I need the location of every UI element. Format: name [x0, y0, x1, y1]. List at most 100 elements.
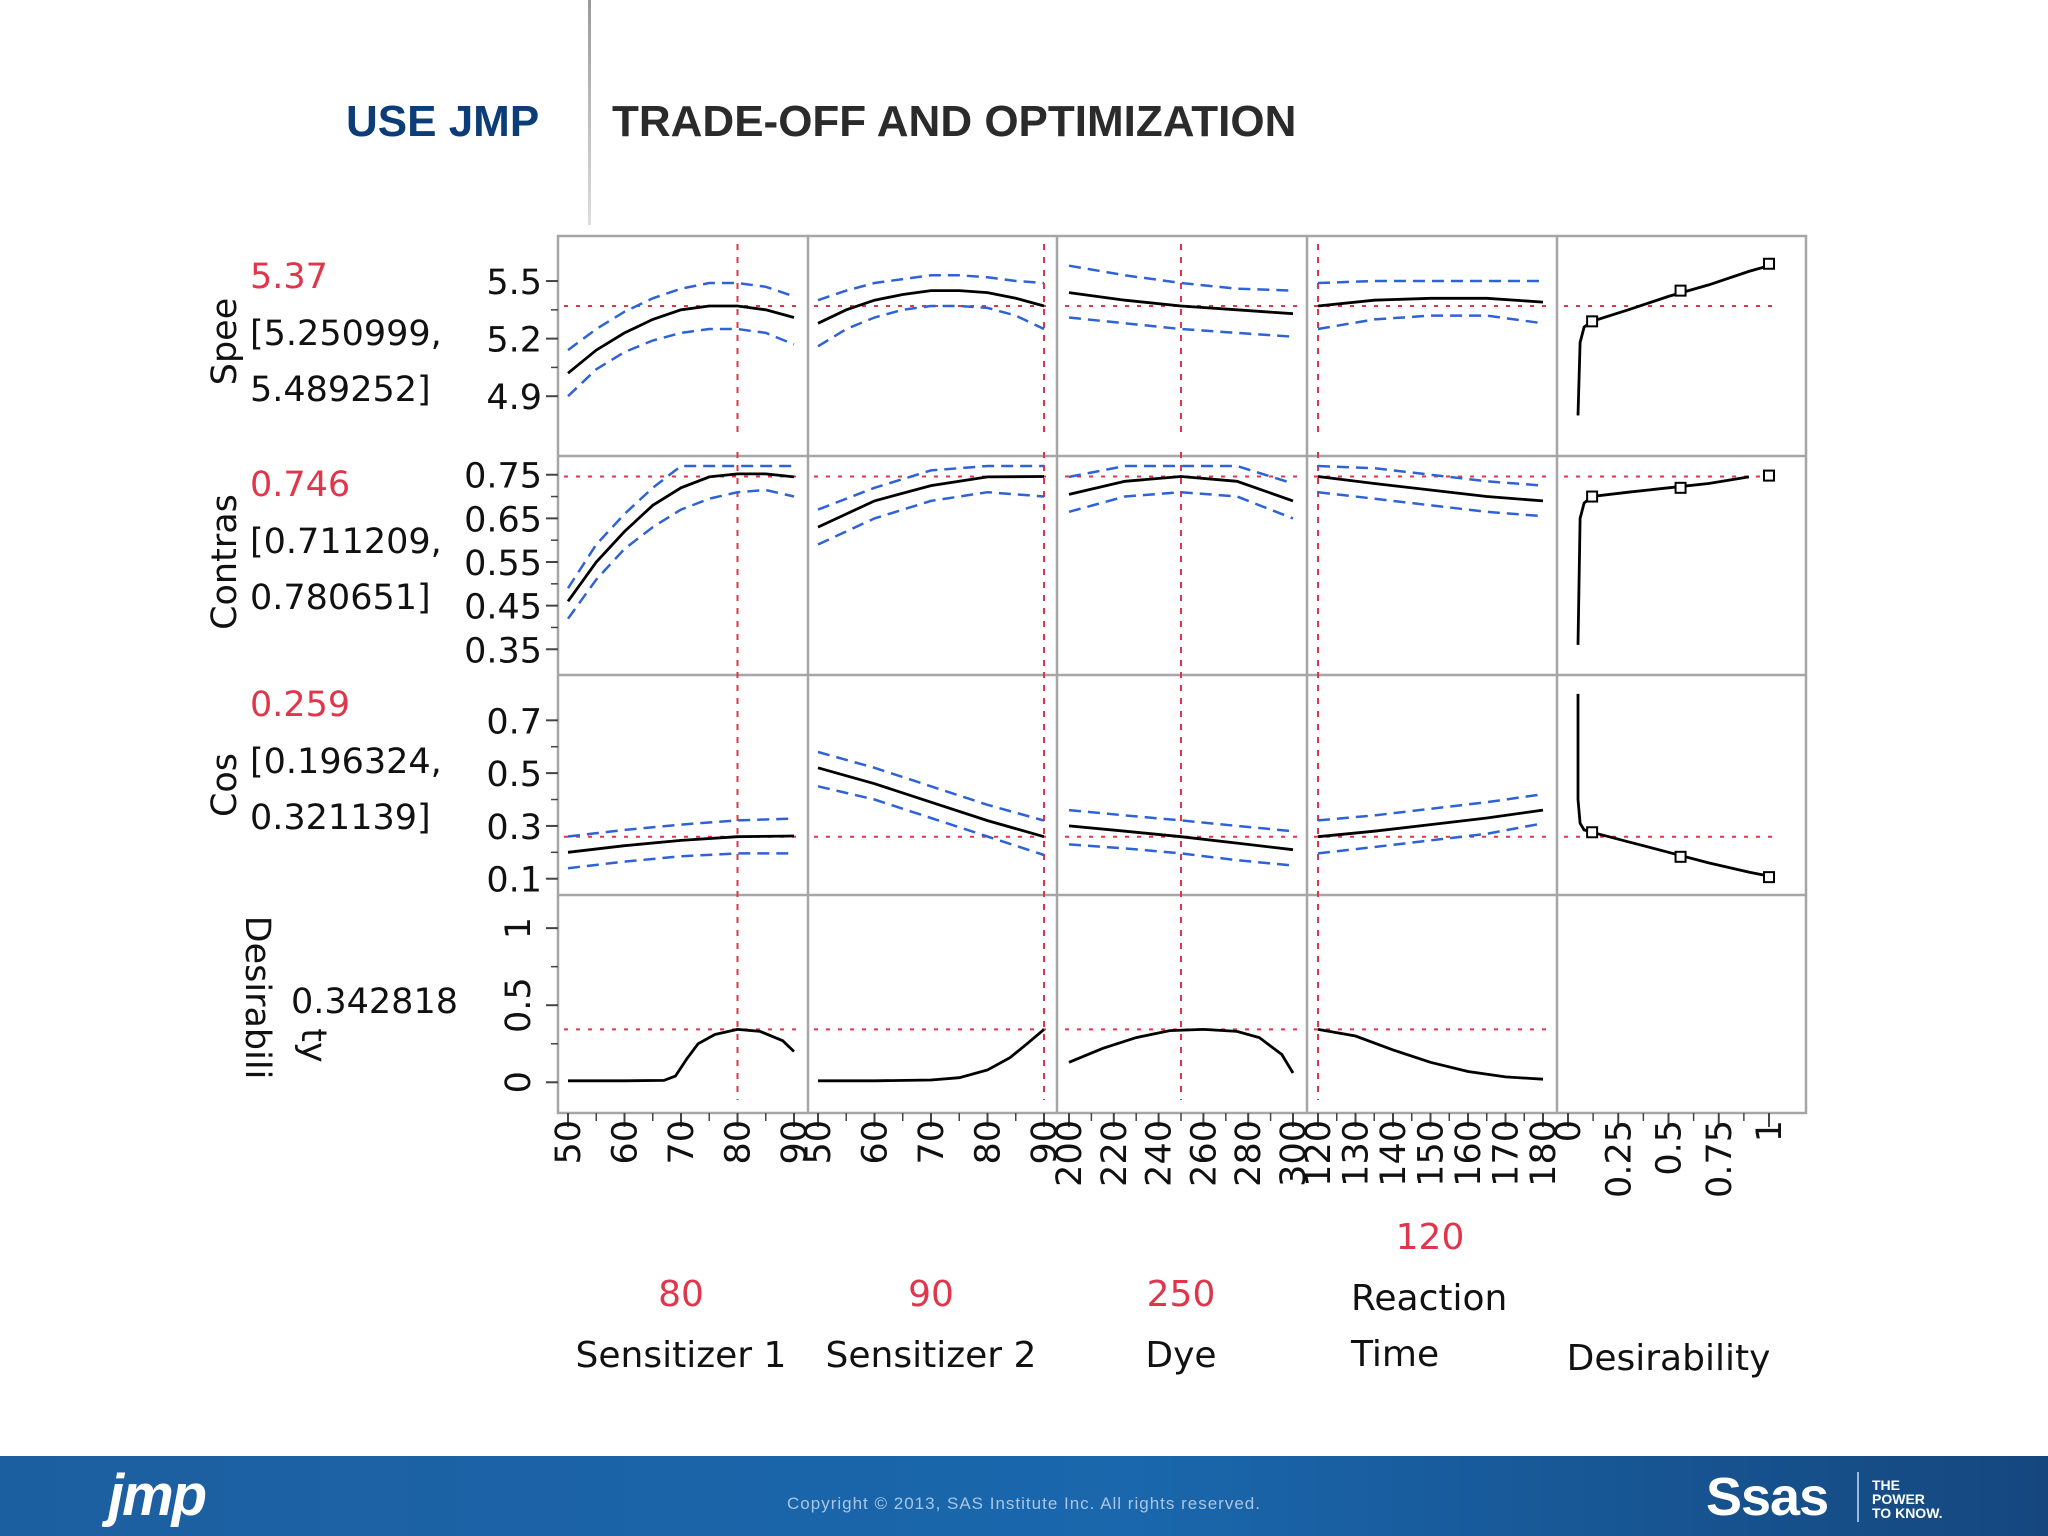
prediction-curve	[1317, 475, 1544, 503]
prediction-curve	[567, 834, 795, 854]
prediction-curve	[818, 1028, 1045, 1083]
x-tick-label: 220	[1095, 1120, 1135, 1187]
x-tick-label: 150	[1412, 1120, 1452, 1187]
x-tick-label: 280	[1229, 1120, 1269, 1187]
prediction-curve	[1068, 475, 1294, 503]
confidence-upper-curve	[1068, 464, 1294, 485]
y-tick-label: 0.45	[464, 588, 542, 628]
jmp-logo: jmp	[108, 1463, 207, 1528]
prediction-curve	[1317, 1028, 1544, 1081]
x-tick-label: 240	[1140, 1120, 1180, 1187]
response-predicted-value: 5.37	[250, 257, 328, 297]
x-tick-label: 80	[969, 1120, 1009, 1165]
confidence-upper-curve	[1317, 792, 1544, 822]
prediction-curve	[1068, 824, 1294, 852]
x-tick-label: 0.75	[1700, 1120, 1740, 1198]
response-label: Spee	[205, 298, 245, 386]
prediction-curve	[1068, 1027, 1295, 1074]
desirability-handle	[1763, 257, 1775, 270]
y-tick-label: 5.5	[486, 263, 542, 303]
x-tick-label: 130	[1337, 1120, 1377, 1187]
confidence-lower-curve	[1068, 490, 1294, 520]
tagline-line: TO KNOW.	[1872, 1505, 1943, 1521]
confidence-upper-curve	[1317, 279, 1543, 285]
confidence-lower-curve	[567, 327, 795, 398]
y-tick-label: 0.5	[499, 977, 539, 1033]
x-tick-label: 90	[1025, 1120, 1065, 1165]
response-label: ty	[293, 1028, 333, 1062]
x-tick-label: 70	[662, 1120, 702, 1165]
prediction-profiler-chart: 4.95.25.5Spee5.37[5.250999,5.489252]0.35…	[205, 234, 1808, 1379]
y-tick-label: 0.55	[464, 544, 542, 584]
y-tick-label: 5.2	[486, 321, 542, 361]
tagline-line: THE	[1872, 1477, 1900, 1493]
confidence-lower-curve	[817, 785, 1045, 857]
factor-current-value: 120	[1396, 1217, 1465, 1258]
y-tick-label: 0	[499, 1071, 539, 1093]
x-tick-label: 0	[1549, 1120, 1589, 1142]
response-confidence-interval: 5.489252]	[250, 370, 431, 410]
desirability-handle	[1586, 490, 1599, 503]
prediction-curve	[1068, 291, 1294, 316]
factor-name: Desirability	[1567, 1338, 1771, 1379]
prediction-curve	[1576, 264, 1770, 416]
prediction-curve	[1317, 808, 1544, 839]
footer-bar	[0, 1456, 2048, 1536]
slide-title: TRADE-OFF AND OPTIMIZATION	[612, 97, 1297, 146]
confidence-upper-curve	[817, 274, 1045, 302]
prediction-curve	[817, 766, 1045, 839]
prediction-curve	[1576, 475, 1750, 645]
response-confidence-interval: 0.321139]	[250, 798, 431, 838]
x-tick-label: 70	[912, 1120, 952, 1165]
response-predicted-value: 0.746	[250, 465, 350, 505]
confidence-upper-curve	[567, 281, 795, 352]
desirability-handle	[1586, 315, 1599, 328]
x-tick-label: 170	[1487, 1120, 1527, 1187]
confidence-upper-curve	[817, 750, 1045, 822]
x-tick-label: 80	[719, 1120, 759, 1165]
response-predicted-value: 0.259	[250, 685, 350, 725]
desirability-handle	[1763, 871, 1775, 884]
overall-desirability-value: 0.342818	[291, 982, 458, 1022]
response-label: Cos	[205, 753, 245, 817]
desirability-handle	[1763, 469, 1775, 482]
x-tick-label: 0.5	[1650, 1120, 1690, 1176]
confidence-lower-curve	[1317, 822, 1544, 855]
y-tick-label: 0.75	[464, 457, 542, 497]
x-tick-label: 60	[606, 1120, 646, 1165]
response-label: Contras	[205, 494, 245, 630]
x-tick-label: 50	[799, 1120, 839, 1165]
prediction-curve	[566, 472, 795, 603]
sas-tagline: THE POWER TO KNOW.	[1872, 1478, 1992, 1520]
response-confidence-interval: 0.780651]	[250, 578, 431, 618]
x-tick-label: 1	[1750, 1120, 1790, 1142]
prediction-curve	[1317, 296, 1544, 308]
desirability-handle	[1674, 481, 1687, 494]
confidence-lower-curve	[817, 490, 1045, 546]
confidence-lower-curve	[1317, 314, 1544, 331]
title-divider	[588, 0, 591, 225]
factor-name: Dye	[1145, 1335, 1216, 1376]
confidence-upper-curve	[566, 464, 794, 589]
prediction-curve	[568, 1027, 795, 1083]
tagline-line: POWER	[1872, 1491, 1925, 1507]
prediction-curve	[817, 475, 1045, 529]
x-tick-label: 200	[1050, 1120, 1090, 1187]
x-tick-label: 260	[1184, 1120, 1224, 1187]
x-tick-label: 120	[1299, 1120, 1339, 1187]
factor-name: Time	[1350, 1334, 1439, 1375]
response-confidence-interval: [5.250999,	[250, 314, 442, 354]
x-tick-label: 300	[1274, 1120, 1314, 1187]
x-tick-label: 60	[856, 1120, 896, 1165]
confidence-lower-curve	[567, 852, 794, 870]
confidence-lower-curve	[566, 488, 795, 620]
factor-name: Sensitizer 2	[826, 1335, 1037, 1376]
x-tick-label: 50	[549, 1120, 589, 1165]
slide-title-use-jmp: USE JMP	[346, 97, 540, 146]
logo-divider	[1857, 1472, 1859, 1522]
factor-name: Reaction	[1351, 1278, 1507, 1319]
confidence-lower-curve	[1317, 490, 1544, 518]
footer-copyright: Copyright © 2013, SAS Institute Inc. All…	[787, 1494, 1261, 1513]
desirability-handle	[1586, 826, 1599, 839]
x-tick-label: 160	[1449, 1120, 1489, 1187]
